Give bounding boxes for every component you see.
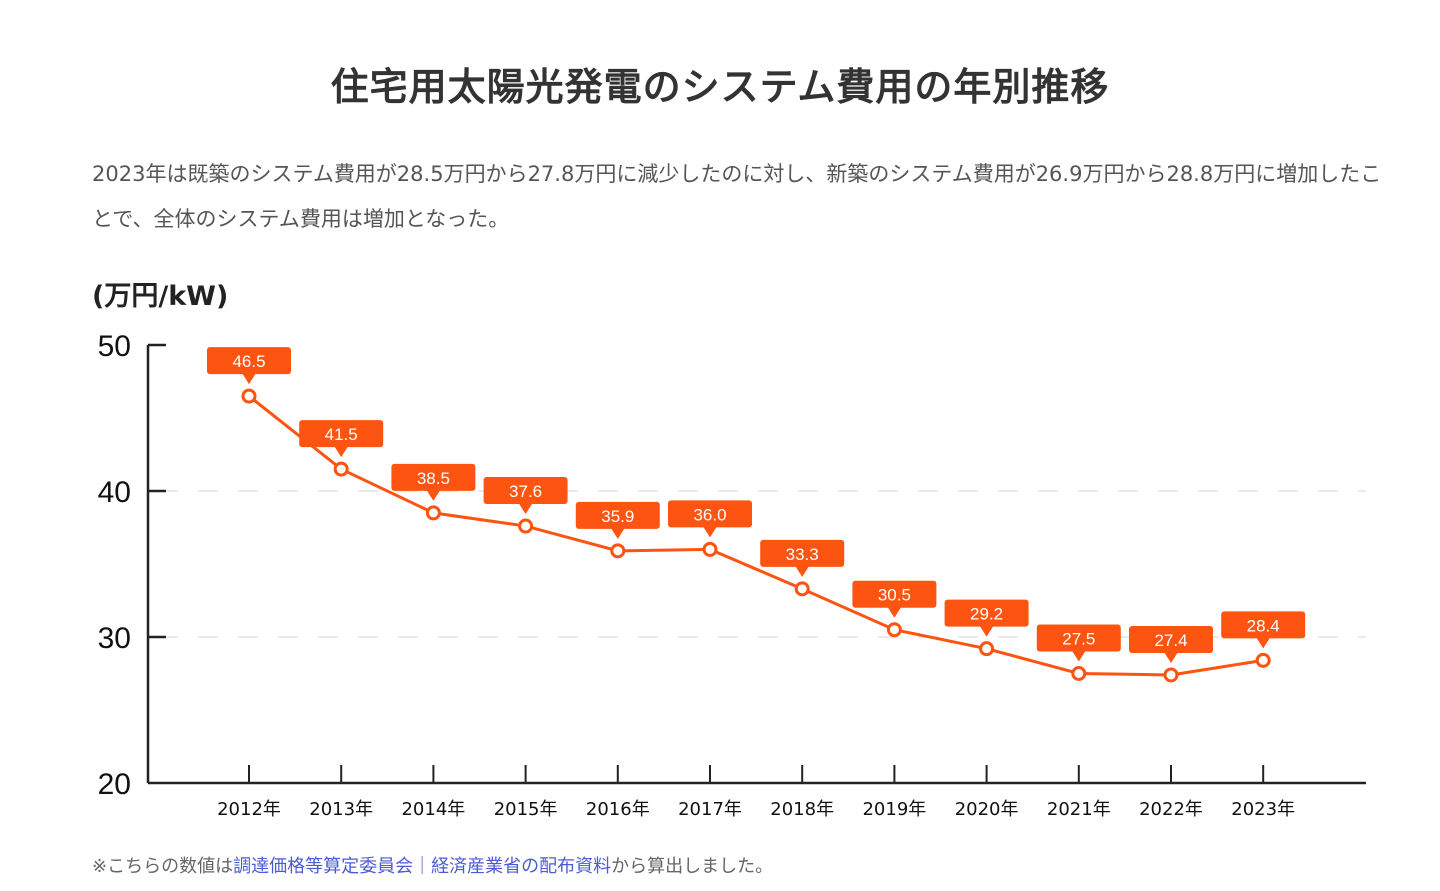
- data-point[interactable]: [1071, 666, 1087, 681]
- data-label-box: [760, 539, 845, 567]
- footnote: ※こちらの数値は調達価格等算定委員会｜経済産業省の配布資料から算出しました。: [92, 852, 773, 878]
- series-line: [248, 394, 1264, 677]
- x-tick-label: 2020年: [955, 799, 1019, 820]
- data-point[interactable]: [702, 541, 718, 557]
- x-tick-label: 2016年: [586, 799, 650, 820]
- data-point[interactable]: [979, 641, 995, 657]
- x-tick-label: 2017年: [678, 799, 742, 820]
- description: 2023年は既築のシステム費用が28.5万円から27.8万円に減少したのに対し、…: [92, 162, 1382, 231]
- data-label-pointer: [1256, 637, 1271, 649]
- x-tick-label: 2021年: [1047, 799, 1111, 820]
- footnote-suffix: から算出しました。: [611, 856, 774, 877]
- data-point[interactable]: [886, 622, 902, 638]
- data-label-pointer: [795, 565, 810, 577]
- x-tick-label: 2012年: [217, 799, 281, 820]
- data-label: 37.6: [509, 482, 542, 501]
- data-label-box: [1221, 611, 1306, 639]
- data-label: 41.5: [325, 425, 358, 444]
- data-label-pointer: [703, 526, 717, 538]
- footnote-prefix: ※こちらの数値は: [92, 856, 234, 877]
- data-label-box: [207, 347, 291, 375]
- y-tick-label: 50: [98, 330, 131, 363]
- data-label-pointer: [887, 606, 902, 618]
- data-point[interactable]: [794, 581, 810, 597]
- data-point[interactable]: [1163, 667, 1179, 683]
- data-label-pointer: [518, 503, 533, 515]
- page-title: 住宅用太陽光発電のシステム費用の年別推移: [330, 65, 1110, 109]
- x-tick-label: 2022年: [1139, 799, 1203, 820]
- y-tick-label: 40: [98, 476, 131, 509]
- data-label-pointer: [426, 489, 441, 501]
- x-tick-label: 2015年: [494, 799, 558, 820]
- x-tick-label: 2018年: [770, 799, 834, 820]
- data-label: 27.4: [1154, 631, 1187, 650]
- data-label-pointer: [979, 625, 994, 637]
- data-label-box: [668, 500, 752, 528]
- data-label: 27.5: [1062, 630, 1095, 649]
- data-point[interactable]: [241, 388, 257, 404]
- data-label: 36.0: [693, 505, 726, 524]
- data-label-pointer: [610, 527, 625, 539]
- data-point[interactable]: [1255, 652, 1271, 668]
- y-tick-label: 20: [98, 768, 131, 801]
- source-link[interactable]: 調達価格等算定委員会｜経済産業省の配布資料: [233, 856, 612, 877]
- data-label-pointer: [242, 373, 256, 385]
- y-tick-label: 30: [98, 622, 131, 655]
- line-chart: 20 30 40 50 2012年 2013年 2014年 2015年 2016年 2017年 20…: [98, 330, 1366, 820]
- data-point[interactable]: [425, 505, 441, 521]
- data-label: 46.5: [232, 352, 265, 371]
- data-label: 29.2: [970, 605, 1003, 624]
- data-label: 30.5: [878, 586, 911, 605]
- data-label: 28.4: [1247, 616, 1280, 635]
- data-label: 35.9: [601, 507, 634, 526]
- x-tick-label: 2013年: [309, 799, 373, 820]
- x-tick-label: 2019年: [862, 799, 926, 820]
- data-point[interactable]: [518, 518, 534, 534]
- data-label-box: [299, 420, 384, 448]
- data-label-box: [1036, 624, 1121, 652]
- data-label-pointer: [334, 446, 349, 458]
- data-point[interactable]: [610, 543, 626, 559]
- data-label-box: [944, 599, 1029, 627]
- x-tick-label: 2023年: [1231, 799, 1295, 820]
- data-label-box: [1129, 625, 1213, 653]
- data-point[interactable]: [333, 461, 349, 477]
- data-label: 33.3: [786, 545, 819, 564]
- data-label-box: [575, 501, 660, 529]
- data-label-pointer: [1071, 650, 1086, 662]
- data-label-box: [483, 477, 568, 505]
- data-label-pointer: [1164, 651, 1178, 663]
- data-label-box: [852, 580, 937, 608]
- data-label: 38.5: [417, 469, 450, 488]
- data-label-box: [391, 463, 476, 491]
- y-axis-unit-label: (万円/kW): [92, 281, 229, 312]
- x-tick-label: 2014年: [401, 799, 465, 820]
